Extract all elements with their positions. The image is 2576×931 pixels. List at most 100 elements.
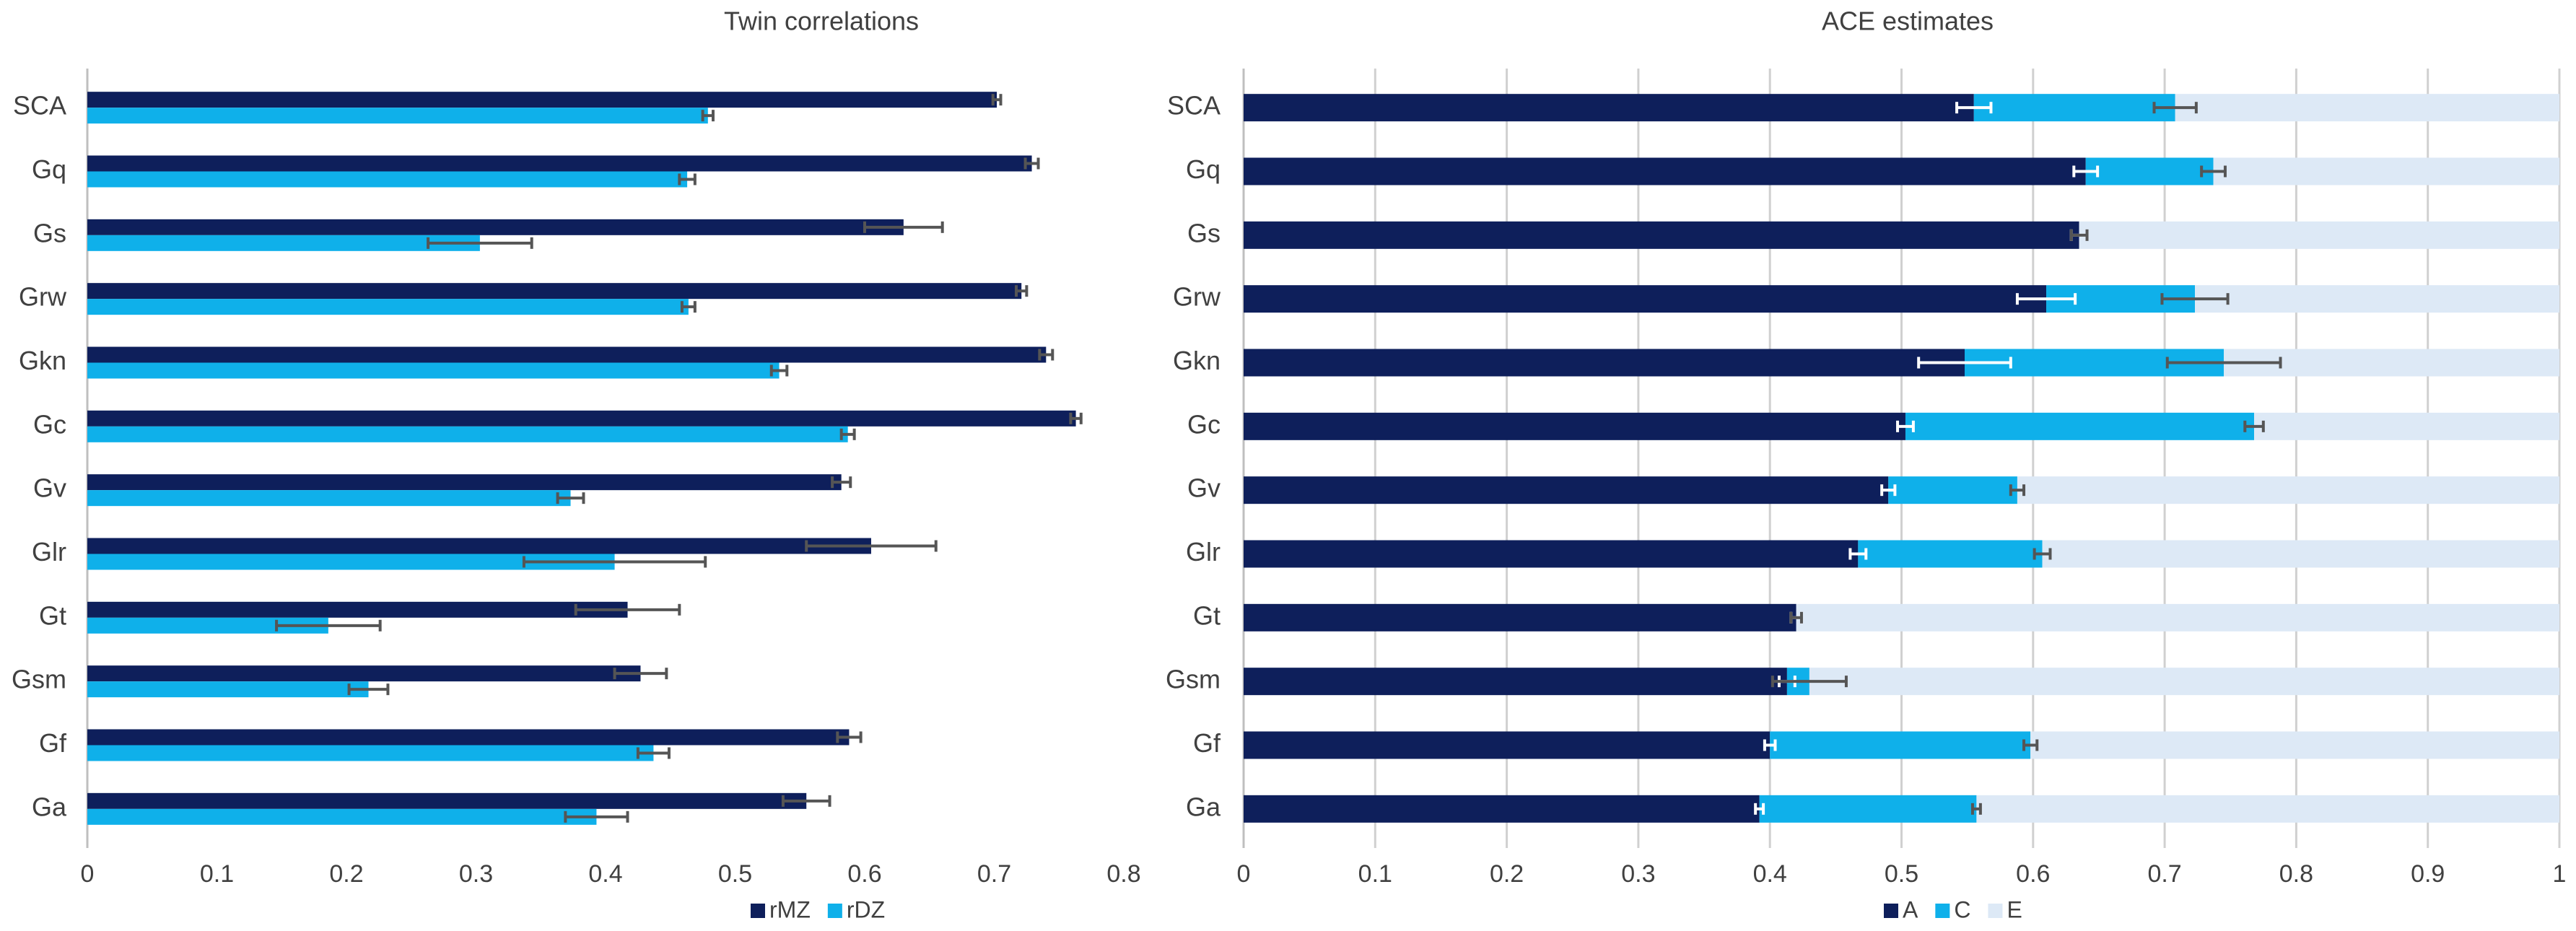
category-label: Gq: [32, 154, 66, 184]
bar-segment: [1244, 540, 1859, 568]
bar: [87, 792, 807, 809]
error-bar: [1917, 357, 2012, 369]
x-tick-label: 0.3: [1621, 860, 1655, 888]
error-bar: [701, 110, 715, 122]
chart-title: Twin correlations: [724, 6, 919, 36]
x-tick-label: 0.4: [588, 860, 622, 888]
category-label: Gc: [33, 409, 66, 439]
bar-segment: [1976, 795, 2559, 823]
category-label: Gc: [1187, 409, 1221, 439]
bar: [87, 617, 328, 634]
category-label: Gs: [33, 218, 66, 248]
category-label: Gkn: [1173, 346, 1221, 375]
bar-segment: [1858, 540, 2043, 568]
bar-segment: [1770, 731, 2031, 759]
error-bar: [831, 476, 852, 489]
bar: [87, 729, 850, 746]
bar-segment: [2030, 731, 2559, 759]
bar: [87, 108, 708, 124]
bar-segment: [2254, 412, 2559, 440]
category-label: SCA: [13, 91, 66, 121]
error-bar: [1771, 676, 1848, 688]
bar-segment: [1244, 668, 1787, 696]
x-tick-label: 0.8: [1106, 860, 1140, 888]
bar-segment: [1244, 349, 1965, 377]
bar-segment: [1809, 668, 2559, 696]
error-bar: [2069, 229, 2089, 241]
x-tick-label: 0.8: [2279, 860, 2313, 888]
category-label: Ga: [32, 792, 67, 821]
bar-segment: [1244, 221, 2079, 249]
error-bar: [1069, 412, 1083, 424]
bar: [87, 538, 871, 554]
bar: [87, 171, 688, 188]
bar-segment: [1244, 731, 1771, 759]
x-tick-label: 0.5: [1885, 860, 1918, 888]
category-label: Gv: [1187, 473, 1221, 503]
legend-label: A: [1903, 896, 1918, 922]
bar: [87, 490, 571, 507]
legend-swatch: [1988, 904, 2003, 918]
bar-segment: [1244, 603, 1796, 631]
legend-label: rMZ: [769, 896, 811, 922]
bar: [87, 665, 641, 682]
category-label: Grw: [19, 282, 67, 312]
x-tick-label: 0.1: [1358, 860, 1392, 888]
error-bar: [1880, 484, 1897, 497]
bar-segment: [2085, 157, 2214, 185]
bar: [87, 283, 1022, 300]
category-label: Gq: [1186, 154, 1221, 184]
bar: [87, 745, 654, 761]
bar: [87, 235, 480, 251]
chart-title: ACE estimates: [1822, 6, 1994, 36]
error-bar: [1015, 285, 1029, 297]
error-bar: [1763, 739, 1777, 751]
error-bar: [1023, 157, 1040, 170]
category-label: Gs: [1187, 218, 1221, 248]
x-tick-label: 0.2: [1490, 860, 1524, 888]
category-label: Gt: [39, 600, 66, 630]
category-label: Gt: [1193, 600, 1221, 630]
bar: [87, 554, 615, 570]
legend-swatch: [1935, 904, 1950, 918]
error-bar: [613, 668, 668, 680]
error-bar: [781, 795, 831, 807]
bar-segment: [1973, 94, 2175, 122]
error-bar: [1789, 611, 1803, 624]
legend-swatch: [1884, 904, 1898, 918]
error-bar: [2243, 420, 2265, 432]
error-bar: [574, 603, 681, 616]
error-bar: [2152, 102, 2198, 114]
bar-segment: [1796, 603, 2559, 631]
error-bar: [347, 683, 390, 696]
category-label: Ga: [1186, 792, 1221, 821]
error-bar: [2072, 165, 2100, 178]
x-tick-label: 0: [1237, 860, 1251, 888]
bar-segment: [1244, 476, 1889, 504]
x-tick-label: 0.2: [329, 860, 363, 888]
x-tick-label: 0.6: [2016, 860, 2050, 888]
x-tick-label: 0.7: [977, 860, 1011, 888]
error-bar: [678, 173, 697, 185]
error-bar: [836, 731, 863, 743]
error-bar: [769, 364, 789, 377]
legend-label: C: [1954, 896, 1970, 922]
bar: [87, 474, 842, 491]
error-bar: [2160, 293, 2230, 305]
error-bar: [636, 747, 671, 759]
error-bar: [1848, 548, 1868, 560]
error-bar: [1038, 349, 1055, 361]
bar-segment: [2017, 476, 2559, 504]
bar-segment: [2042, 540, 2559, 568]
bar-segment: [1905, 412, 2255, 440]
bar: [87, 346, 1047, 363]
x-tick-label: 0.9: [2411, 860, 2445, 888]
error-bar: [805, 540, 938, 552]
bar-segment: [1244, 94, 1974, 122]
error-bar: [680, 301, 697, 313]
bar-segment: [1759, 795, 1977, 823]
bar: [87, 681, 369, 698]
x-tick-label: 0: [81, 860, 95, 888]
error-bar: [1754, 803, 1765, 815]
